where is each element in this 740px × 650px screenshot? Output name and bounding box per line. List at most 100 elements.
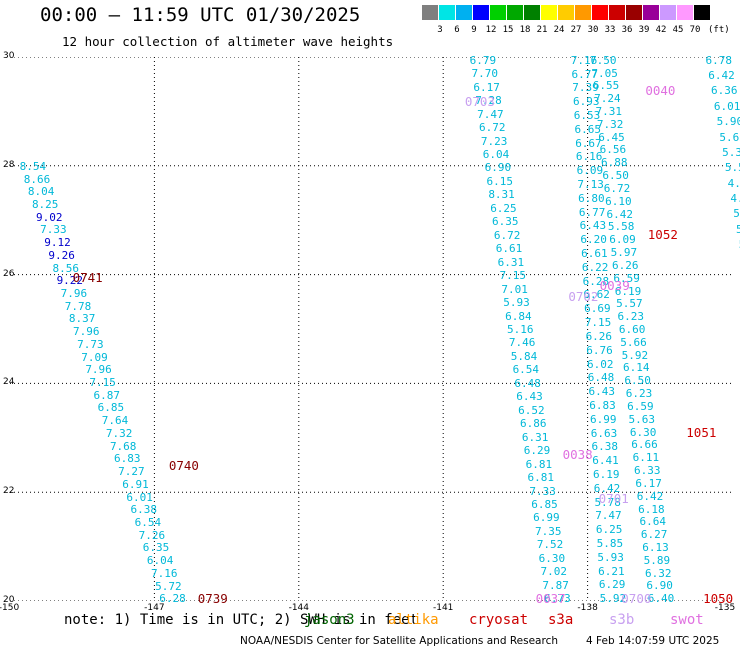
wave-height-value: 6.01 [126,490,153,504]
wave-height-value: 7.01 [501,282,528,296]
lon-tick-label: -135 [714,603,736,613]
color-swatch [473,5,489,20]
wave-height-value: 5.84 [510,349,538,363]
wave-height-value: 5.92 [599,592,627,606]
wave-height-value: 6.19 [614,284,642,298]
wave-height-value: 6.04 [482,147,510,161]
lat-tick-label: 30 [3,51,15,61]
mission-label-swot: swot [670,612,704,628]
wave-height-value: 6.79 [469,53,497,67]
wave-height-value: 5.89 [643,553,671,567]
wave-height-value: 5.39 [722,145,740,159]
color-swatch [490,5,506,20]
color-swatch [507,5,523,20]
pass-time-label: 1051 [686,425,717,441]
wave-height-value: 5.97 [610,246,638,260]
wave-height-value: 6.01 [713,99,740,113]
color-swatch [609,5,625,20]
wave-height-value: 6.02 [587,357,614,371]
pass-time-label: 0700 [621,591,652,607]
wave-height-value: 5.58 [607,220,635,234]
wave-height-value: 6.20 [580,233,607,247]
note-text: note: 1) Time is in UTC; 2) SWH is in fe… [64,612,419,628]
pass-time-label: 0703 [464,93,495,109]
wave-height-value: 7.27 [118,465,145,479]
footer-timestamp: 4 Feb 14:07:59 UTC 2025 [586,635,720,647]
wave-height-value: 6.21 [598,564,625,578]
wave-height-value: 8.25 [31,197,59,211]
wave-height-value: 6.90 [484,161,512,175]
color-swatch [660,5,676,20]
wave-height-value: 7.33 [529,484,556,498]
wave-height-value: 6.04 [146,554,174,568]
pass-time-label: 0741 [72,270,103,286]
lon-tick-label: -141 [432,603,454,613]
color-swatch [694,5,710,20]
wave-height-value: 4.98 [727,176,740,190]
wave-height-value: 7.47 [595,509,622,523]
wave-height-value: 6.22 [581,260,609,274]
wave-height-value: 6.28 [159,592,186,606]
wave-height-value: 6.23 [617,310,645,324]
wave-height-value: 9.26 [48,248,75,262]
color-swatch [626,5,642,20]
wave-height-value: 7.64 [101,414,129,428]
color-swatch [575,5,591,20]
wave-height-value: 8.54 [19,159,47,173]
wave-height-value: 6.25 [490,201,517,215]
color-swatch [592,5,608,20]
wave-height-value: 8.04 [27,185,55,199]
wave-height-value: 6.30 [538,551,566,565]
mission-label-altika: altika [388,612,439,628]
wave-height-value: 5.92 [621,348,649,362]
wave-height-value: 7.28 [475,94,502,108]
wave-height-value: 6.76 [586,343,613,357]
wave-height-value: 7.68 [109,439,137,453]
color-swatch-label: 24 [553,25,565,35]
color-swatch-label: 3 [437,25,443,35]
wave-height-value: 6.14 [623,361,650,375]
wave-height-value: 7.15 [584,316,612,330]
wave-height-value: 6.13 [642,540,669,554]
wave-height-value: 5.90 [716,115,740,129]
lat-tick-label: 26 [3,268,15,279]
pass-time-label: 1052 [647,226,678,242]
wave-height-value: 6.23 [625,387,653,401]
color-swatch [439,5,455,20]
wave-height-value: 5.16 [506,323,534,336]
wave-height-value: 7.33 [40,223,67,237]
pass-time-label: 0039 [599,278,630,294]
color-swatch-label: 36 [621,25,633,35]
wave-height-value: 6.63 [590,426,618,440]
wave-height-value: 6.83 [589,398,616,412]
wave-height-value: 6.50 [602,169,629,183]
color-swatch-label: 6 [454,25,460,35]
mission-label-s3a: s3a [548,612,574,628]
wave-height-value: 5.15 [733,207,740,221]
wave-height-value: 6.27 [640,528,668,542]
color-swatch-label: 21 [536,25,548,35]
wave-height-value: 7.47 [477,107,504,121]
color-swatch-label: 12 [485,25,497,35]
wave-height-value: 6.25 [595,523,623,537]
wave-height-value: 7.39 [572,81,599,95]
mission-label-cryosat: cryosat [469,612,529,628]
wave-height-value: 6.42 [708,69,735,83]
wave-height-value: 6.54 [512,363,540,377]
wave-height-value: 6.43 [579,219,607,233]
lon-tick-label: -147 [144,603,165,613]
mission-label-jason3: jason3 [304,612,355,628]
wave-height-value: 6.62 [583,288,610,302]
wave-height-value: 6.59 [627,399,654,413]
wave-height-value: 6.31 [497,255,525,269]
pass-time-label: 0740 [168,458,199,473]
color-swatch-label: 27 [570,25,582,35]
wave-height-value: 6.29 [598,578,626,592]
color-swatch-label: 45 [672,25,684,35]
wave-height-value: 6.32 [645,566,672,580]
wave-height-value: 7.16 [570,53,598,67]
lon-tick-label: -138 [577,603,598,613]
wave-height-value: 6.52 [518,403,545,417]
wave-height-value: 6.87 [93,388,121,402]
wave-height-value: 6.31 [521,430,549,444]
